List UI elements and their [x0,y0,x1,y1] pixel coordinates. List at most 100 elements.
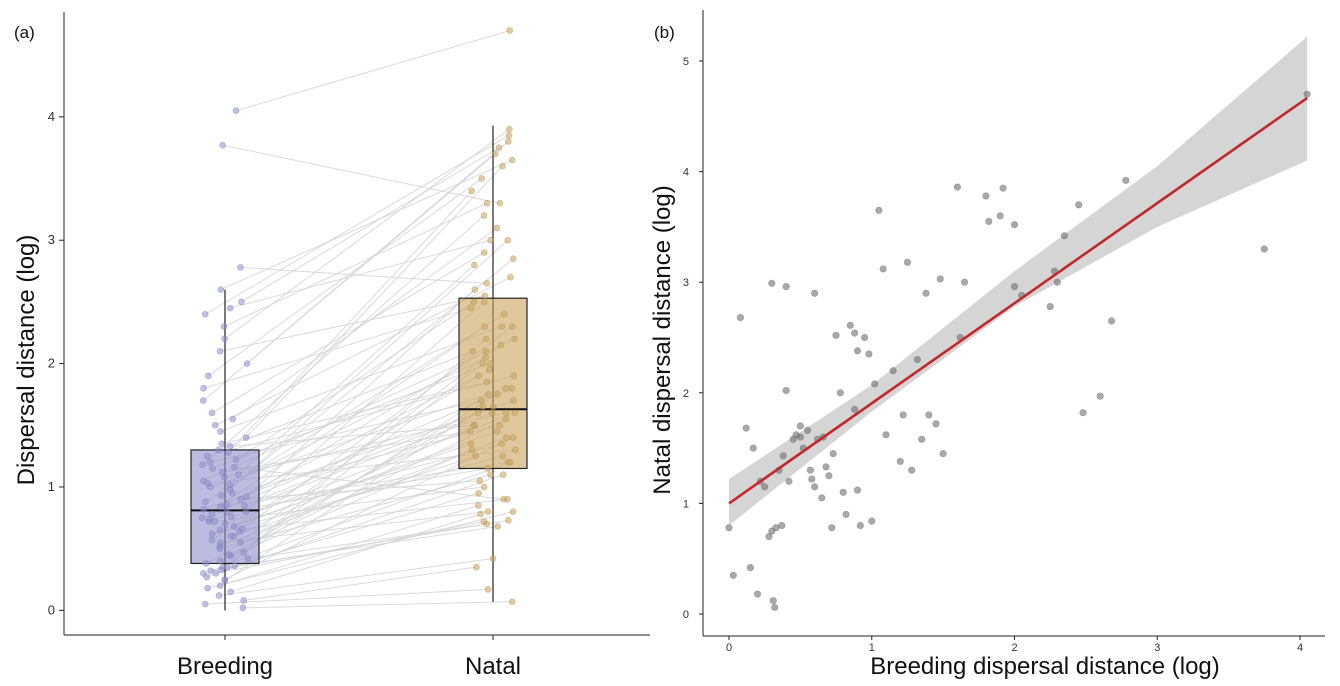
point-breeding [216,582,224,589]
data-point [996,212,1004,220]
pair-line [229,424,475,447]
point-breeding [219,141,226,149]
data-point [761,483,769,491]
point-breeding [243,360,251,367]
point-natal [487,236,494,244]
point-breeding [211,421,219,429]
y-tick-label: 4 [683,167,689,179]
point-breeding [216,526,224,534]
point-natal [466,428,474,435]
point-natal [476,477,484,485]
data-point [936,275,944,283]
point-breeding [235,471,242,478]
point-breeding [242,508,250,515]
confidence-band [729,36,1308,526]
point-breeding [214,446,222,454]
pair-line [221,492,479,571]
point-natal [505,516,512,524]
point-breeding [206,458,214,466]
point-breeding [202,498,209,506]
data-point [908,466,916,474]
point-natal [488,409,496,417]
data-point [939,450,947,458]
data-point [851,405,859,413]
data-point [1122,176,1130,185]
pair-line [220,504,479,587]
panel-b-scatter: (b) 0 1 2 3 4 5 0 1 2 3 4 Breeding dispersal dista… [649,10,1325,680]
point-natal [483,520,490,528]
point-breeding [223,508,230,515]
point-natal [508,323,516,330]
point-natal [470,298,478,306]
point-natal [511,409,519,417]
point-natal [471,421,479,429]
pair-line [230,239,491,309]
data-point [853,486,862,494]
data-point [811,483,819,491]
point-natal [505,132,513,139]
point-natal [467,304,475,312]
point-natal [496,199,504,207]
point-natal [496,421,504,429]
point-breeding [240,549,247,556]
data-point [913,356,922,364]
pair-line [205,588,489,605]
y-tick-label: 3 [48,232,55,247]
point-natal [475,502,482,509]
point-breeding [200,570,207,577]
pair-line [230,513,481,593]
pair-line [207,511,514,589]
x-tick-label: 4 [1297,642,1303,654]
point-breeding [232,107,240,114]
data-point [1060,232,1069,240]
y-axis-label-b: Natal dispersal distance (log) [649,185,676,494]
point-breeding [219,563,227,571]
point-natal [480,212,488,219]
data-point [771,603,779,611]
data-point [753,590,762,598]
data-point [960,278,969,286]
data-point [882,431,890,439]
point-breeding [239,525,246,533]
data-point [829,450,837,458]
point-breeding [212,570,220,577]
pair-line [220,326,502,432]
point-breeding [244,555,252,562]
point-breeding [201,600,209,608]
point-breeding [237,264,244,271]
point-breeding [227,588,234,596]
pair-line [239,344,502,543]
data-point [749,444,757,452]
point-natal [479,403,487,411]
data-point [806,466,814,474]
data-point [769,597,777,605]
data-point [922,289,930,297]
point-natal [482,347,490,355]
data-point [729,571,737,579]
points [725,90,1311,611]
point-natal [494,391,501,398]
y-tick-label: 3 [683,277,689,289]
point-breeding [198,514,206,522]
pair-line [220,449,473,562]
pair-line [222,394,489,568]
fit-line [728,96,1308,505]
point-natal [480,298,488,306]
data-point [861,333,869,342]
pair-line [230,455,476,537]
point-natal [481,292,489,300]
point-natal [473,563,480,571]
data-point [811,289,819,297]
point-breeding [217,286,225,293]
panel-label-b: (b) [654,23,675,42]
point-natal [498,323,505,330]
data-point [982,192,990,200]
point-breeding [236,539,244,546]
data-point [782,386,790,395]
point-breeding [199,397,207,404]
point-natal [485,366,493,374]
point-natal [509,255,517,263]
point-breeding [221,576,229,583]
pair-line [234,525,498,567]
